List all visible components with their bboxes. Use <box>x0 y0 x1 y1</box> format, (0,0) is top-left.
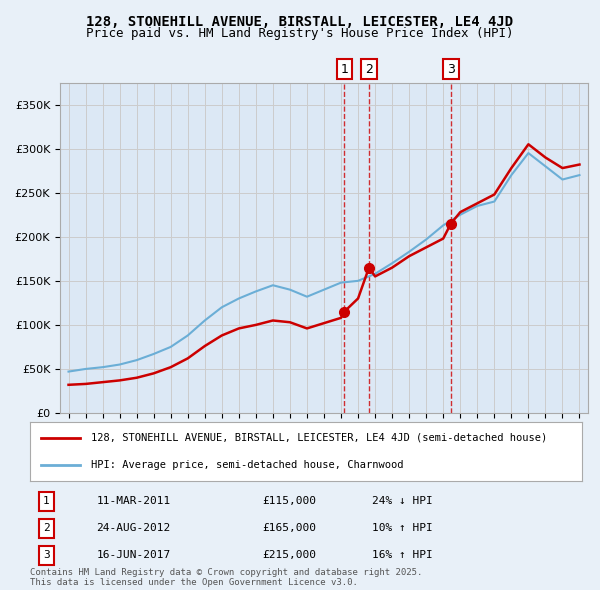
Text: 2: 2 <box>43 523 50 533</box>
Text: 3: 3 <box>447 63 455 76</box>
Text: 1: 1 <box>43 496 50 506</box>
Text: 3: 3 <box>43 550 50 560</box>
Text: 11-MAR-2011: 11-MAR-2011 <box>96 496 170 506</box>
Text: 16-JUN-2017: 16-JUN-2017 <box>96 550 170 560</box>
Text: £215,000: £215,000 <box>262 550 316 560</box>
Text: 24-AUG-2012: 24-AUG-2012 <box>96 523 170 533</box>
Text: 1: 1 <box>340 63 348 76</box>
Text: £165,000: £165,000 <box>262 523 316 533</box>
Text: 24% ↓ HPI: 24% ↓ HPI <box>372 496 433 506</box>
Text: £115,000: £115,000 <box>262 496 316 506</box>
Text: 128, STONEHILL AVENUE, BIRSTALL, LEICESTER, LE4 4JD (semi-detached house): 128, STONEHILL AVENUE, BIRSTALL, LEICEST… <box>91 433 547 442</box>
Text: Contains HM Land Registry data © Crown copyright and database right 2025.
This d: Contains HM Land Registry data © Crown c… <box>30 568 422 587</box>
Text: Price paid vs. HM Land Registry's House Price Index (HPI): Price paid vs. HM Land Registry's House … <box>86 27 514 40</box>
Text: HPI: Average price, semi-detached house, Charnwood: HPI: Average price, semi-detached house,… <box>91 460 403 470</box>
Text: 10% ↑ HPI: 10% ↑ HPI <box>372 523 433 533</box>
Text: 2: 2 <box>365 63 373 76</box>
Text: 128, STONEHILL AVENUE, BIRSTALL, LEICESTER, LE4 4JD: 128, STONEHILL AVENUE, BIRSTALL, LEICEST… <box>86 15 514 29</box>
Text: 16% ↑ HPI: 16% ↑ HPI <box>372 550 433 560</box>
